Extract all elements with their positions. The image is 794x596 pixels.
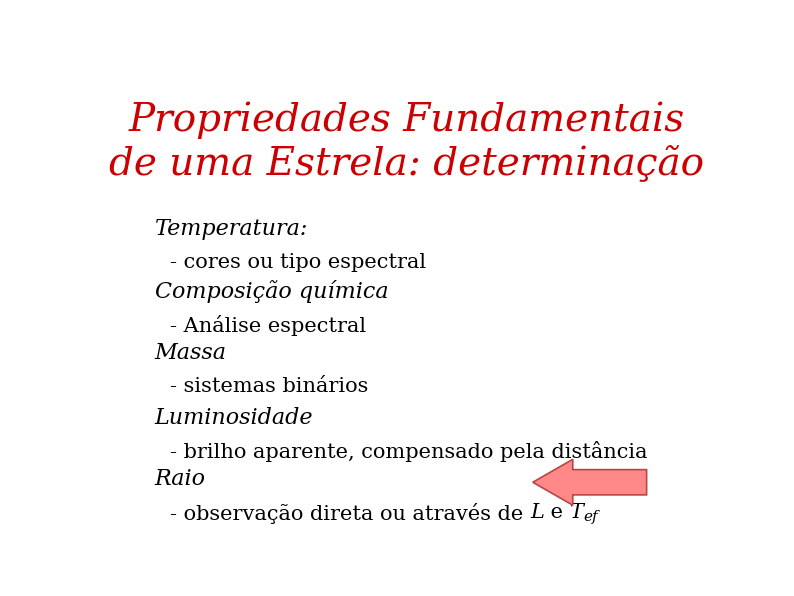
Text: Temperatura:: Temperatura: (155, 218, 308, 240)
Text: - Análise espectral: - Análise espectral (170, 315, 366, 336)
Text: Massa: Massa (155, 342, 226, 364)
Text: - observação direta ou através de: - observação direta ou através de (170, 503, 530, 524)
Text: - sistemas binários: - sistemas binários (170, 377, 368, 396)
Text: Luminosidade: Luminosidade (155, 406, 313, 429)
Polygon shape (533, 460, 646, 505)
Text: T: T (569, 503, 584, 522)
Text: - cores ou tipo espectral: - cores ou tipo espectral (170, 253, 426, 272)
Text: Raio: Raio (155, 468, 206, 491)
Text: - brilho aparente, compensado pela distância: - brilho aparente, compensado pela distâ… (170, 441, 648, 462)
Text: Propriedades Fundamentais
de uma Estrela: determinação: Propriedades Fundamentais de uma Estrela… (110, 101, 704, 183)
Text: ef: ef (584, 510, 598, 524)
Text: L: L (530, 503, 544, 522)
Text: Composição química: Composição química (155, 280, 388, 303)
Text: e: e (544, 503, 569, 522)
